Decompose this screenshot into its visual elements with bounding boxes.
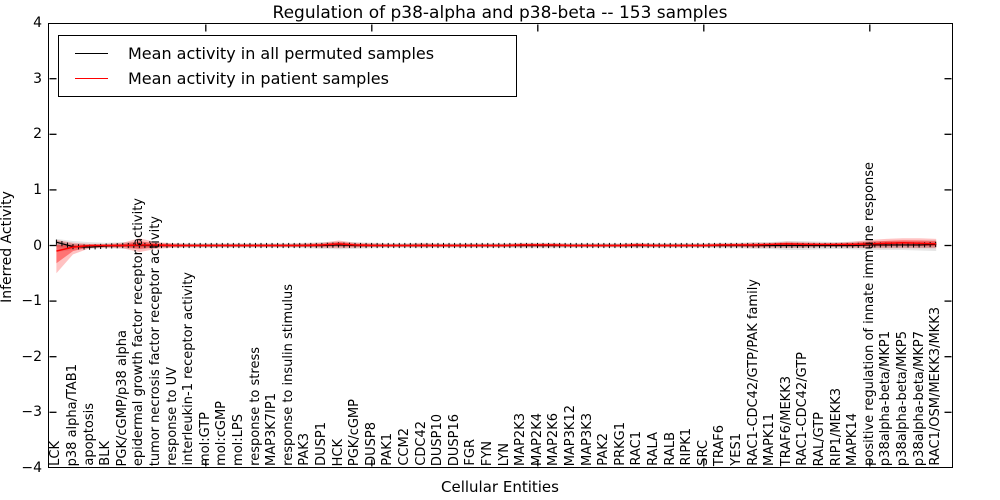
x-tick-label: interleukin-1 receptor activity (181, 272, 197, 466)
x-tick-label: mol:LPS (231, 414, 246, 466)
x-tick-label: MAPK11 (762, 412, 778, 466)
x-tick-label: tumor necrosis factor receptor activity (148, 215, 163, 466)
x-tick-label: p38 alpha/TAB1 (65, 363, 80, 466)
legend-entry-patient: Mean activity in patient samples (75, 69, 516, 88)
x-tick-label: PAK2 (596, 433, 612, 466)
x-tick-label: p38alpha-beta/MKP5 (895, 330, 910, 466)
x-tick-label: RAC1 (629, 431, 645, 466)
x-tick-label: response to insulin stimulus (280, 284, 296, 466)
legend-entry-permuted: Mean activity in all permuted samples (75, 44, 516, 63)
x-tick-label: PGK/cGMP (347, 398, 363, 466)
x-tick-label: PGK/cGMP/p38 alpha (114, 329, 130, 466)
x-tick-label: PAK1 (380, 433, 396, 466)
x-tick-label: RIPK1 (679, 428, 695, 466)
x-tick-label: FGR (463, 439, 479, 466)
line-patient-mean (56, 241, 937, 252)
band-permuted-range-inner (56, 240, 937, 249)
x-tick-label: TRAF6/MEKK3 (778, 375, 794, 466)
plot-canvas (49, 23, 952, 468)
y-tick-label: 4 (33, 15, 42, 32)
x-tick-label: positive regulation of innate immune res… (861, 162, 877, 466)
x-tick-label: MAP2K3 (513, 412, 529, 466)
y-tick-label: 2 (33, 126, 42, 143)
x-tick-label: mol:cGMP (214, 401, 230, 466)
x-tick-label: epidermal growth factor receptor activit… (131, 197, 147, 466)
y-tick-label: −4 (21, 459, 42, 476)
x-tick-label: LYN (496, 442, 512, 466)
x-tick-label: MAP2K4 (529, 412, 545, 466)
y-tick-label: 3 (33, 70, 42, 87)
chart-title: Regulation of p38-alpha and p38-beta -- … (272, 3, 728, 23)
y-tick-label: −1 (21, 293, 42, 310)
x-tick-label: MAP3K12 (563, 404, 578, 466)
x-tick-label: MAP3K3 (579, 412, 595, 466)
x-tick-label: CCM2 (397, 428, 412, 466)
x-tick-label: response to UV (164, 367, 180, 466)
x-tick-label: p38alpha-beta/MKP1 (878, 330, 894, 466)
y-tick-label: 0 (33, 237, 42, 254)
x-tick-label: response to stress (247, 347, 263, 466)
legend-label-permuted: Mean activity in all permuted samples (128, 44, 435, 63)
x-tick-label: MAP3K7IP1 (264, 393, 280, 466)
x-tick-label: apoptosis (81, 403, 97, 466)
x-tick-label: TRAF6 (712, 424, 728, 466)
x-tick-label: DUSP16 (446, 413, 462, 466)
x-tick-label: MAP2K6 (546, 412, 562, 466)
x-tick-label: RAL/GTP (812, 411, 827, 466)
x-tick-label: RAC1/OSM/MEKK3/MKK3 (928, 307, 944, 466)
x-tick-label: SRC (695, 440, 711, 466)
x-tick-label: FYN (480, 440, 495, 466)
y-tick-label: −3 (21, 404, 42, 421)
band-patient-range-outer (56, 238, 937, 274)
x-tick-label: RAC1-CDC42/GTP/PAK family (745, 279, 761, 466)
x-tick-label: RALB (662, 432, 678, 466)
x-tick-label: MAPK14 (845, 412, 861, 466)
x-tick-label: RIP1/MEKK3 (828, 387, 844, 466)
x-tick-label: DUSP1 (314, 422, 329, 466)
y-tick-label: −2 (21, 348, 42, 365)
x-axis-label: Cellular Entities (441, 478, 559, 496)
legend-label-patient: Mean activity in patient samples (128, 69, 389, 88)
x-tick-label: LCK (48, 441, 64, 466)
x-tick-label: RAC1-CDC42/GTP (795, 352, 811, 466)
x-tick-label: RALA (646, 432, 661, 466)
x-tick-label: DUSP8 (363, 422, 379, 466)
legend: Mean activity in all permuted samples Me… (58, 35, 517, 97)
x-tick-label: BLK (98, 441, 114, 466)
x-tick-label: CDC42 (413, 421, 429, 466)
legend-line-patient-icon (75, 78, 108, 79)
x-tick-label: p38alpha-beta/MKP7 (911, 330, 927, 466)
x-tick-label: mol:GTP (197, 412, 213, 466)
x-tick-label: YES1 (729, 433, 744, 466)
x-tick-label: PAK3 (297, 433, 313, 466)
x-tick-label: HCK (330, 438, 346, 466)
y-tick-label: 1 (33, 181, 42, 198)
x-tick-label: PRKG1 (612, 422, 628, 466)
x-tick-label: DUSP10 (430, 413, 446, 466)
legend-line-permuted-icon (75, 53, 108, 54)
